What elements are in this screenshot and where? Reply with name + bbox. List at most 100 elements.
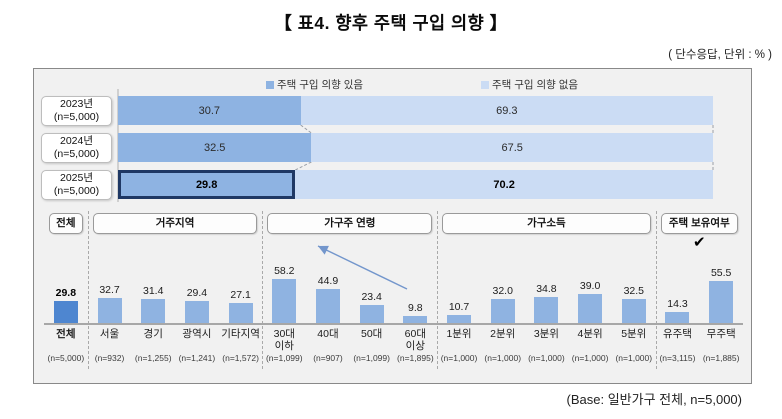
year-label-box: 2024년 (n=5,000) <box>41 133 112 163</box>
bar <box>578 294 603 323</box>
stacked-bars: 29.8 70.2 <box>118 170 713 199</box>
x-axis-line <box>44 323 743 325</box>
bar-column: 29.8 <box>44 261 88 323</box>
year-n-label: (n=5,000) <box>53 185 100 197</box>
bar-column: 14.3 <box>656 261 700 323</box>
segment-intend-yes: 32.5 <box>118 133 312 162</box>
bar-column: 9.8 <box>394 261 438 323</box>
bar <box>53 301 78 323</box>
bar <box>184 301 209 323</box>
stacked-row: 2024년 (n=5,000) 32.5 67.5 <box>34 133 751 163</box>
segment-intend-yes: 30.7 <box>118 96 301 125</box>
n-label: (n=1,000) <box>571 353 609 363</box>
bar-value: 27.1 <box>230 289 251 301</box>
label-column: 5분위 (n=1,000) <box>612 325 656 363</box>
segment-intend-no: 67.5 <box>311 133 713 162</box>
label-column: 유주택 (n=3,115) <box>656 325 700 363</box>
label-column: 전체 (n=5,000) <box>44 325 88 363</box>
bar <box>447 315 472 323</box>
year-label: 2024년 <box>59 135 94 147</box>
n-label: (n=1,885) <box>702 353 740 363</box>
bar <box>709 281 734 323</box>
n-label: (n=932) <box>94 353 125 363</box>
bar-column: 34.8 <box>525 261 569 323</box>
segment-intend-no: 69.3 <box>300 96 713 125</box>
n-label: (n=1,255) <box>134 353 172 363</box>
label-column: 서울 (n=932) <box>88 325 132 363</box>
year-label: 2023년 <box>59 98 94 110</box>
bar-column: 32.5 <box>612 261 656 323</box>
bar-value: 23.4 <box>361 291 382 303</box>
category-label: 2분위 <box>490 328 516 340</box>
bar-column: 27.1 <box>219 261 263 323</box>
n-label: (n=1,241) <box>178 353 216 363</box>
category-label: 3분위 <box>533 328 559 340</box>
bar-column: 55.5 <box>699 261 743 323</box>
n-label: (n=1,000) <box>528 353 565 363</box>
category-label: 60대 이상 <box>404 328 427 352</box>
year-label: 2025년 <box>59 172 94 184</box>
bar-value: 58.2 <box>274 265 295 277</box>
base-note: (Base: 일반가구 전체, n=5,000) <box>566 392 742 407</box>
bar-value: 9.8 <box>408 302 423 314</box>
bar <box>97 298 122 323</box>
legend-item: 주택 구입 의향 있음 <box>266 77 363 92</box>
bar-value: 29.4 <box>186 287 208 299</box>
label-column: 1분위 (n=1,000) <box>437 325 481 363</box>
label-column: 광역시 (n=1,241) <box>175 325 219 363</box>
bar-column: 29.4 <box>175 261 219 323</box>
legend-item: 주택 구입 의향 없음 <box>481 77 578 92</box>
group-header-4: 주택 보유여부 <box>660 213 738 234</box>
year-n-label: (n=5,000) <box>53 111 100 123</box>
segment-value: 70.2 <box>493 178 515 191</box>
stacked-row: 2025년 (n=5,000) 29.8 70.2 <box>34 170 751 200</box>
bar <box>315 289 340 323</box>
n-label: (n=1,099) <box>265 353 303 363</box>
category-label: 서울 <box>99 328 120 340</box>
label-column: 경기 (n=1,255) <box>131 325 175 363</box>
category-label: 기타지역 <box>221 328 260 340</box>
figure-title: 【 표4. 향후 주택 구입 의향 】 <box>274 13 508 33</box>
segment-value: 32.5 <box>203 141 226 154</box>
label-column: 30대 이하 (n=1,099) <box>262 325 306 363</box>
n-label: (n=1,000) <box>484 353 522 363</box>
n-label: (n=1,099) <box>353 353 390 363</box>
bar <box>141 299 166 323</box>
label-column: 60대 이상 (n=1,895) <box>394 325 438 363</box>
bar <box>228 303 253 323</box>
year-label-box: 2025년 (n=5,000) <box>41 170 112 200</box>
segment-value: 29.8 <box>195 178 218 191</box>
category-label: 30대 이하 <box>273 328 295 352</box>
category-label: 광역시 <box>182 328 212 340</box>
category-label: 무주택 <box>706 328 736 340</box>
bar-value: 34.8 <box>536 283 557 295</box>
bar <box>534 297 559 323</box>
bar-column: 32.7 <box>88 261 132 323</box>
bar-value: 29.8 <box>55 287 77 299</box>
group-header-3: 가구소득 <box>442 213 651 234</box>
bar-column: 32.0 <box>481 261 525 323</box>
label-column: 40대 (n=907) <box>306 325 350 363</box>
bar <box>490 299 515 323</box>
label-column: 무주택 (n=1,885) <box>699 325 743 363</box>
group-separator <box>655 211 657 369</box>
bar-value: 31.4 <box>143 285 164 297</box>
bar-column: 39.0 <box>568 261 612 323</box>
n-label: (n=3,115) <box>659 353 696 363</box>
bar-value: 39.0 <box>579 280 601 292</box>
category-bar-chart: 29.8 32.7 31.4 29.4 27.1 58.2 44.9 23.4 9.8 10.7 3… <box>44 261 743 363</box>
year-n-label: (n=5,000) <box>53 148 100 160</box>
n-label: (n=5,000) <box>47 353 85 363</box>
n-label: (n=907) <box>313 353 343 363</box>
bar-value: 32.7 <box>99 284 120 296</box>
group-header-2: 가구주 연령 <box>267 213 433 234</box>
bar-column: 23.4 <box>350 261 394 323</box>
group-header-1: 거주지역 <box>92 213 258 234</box>
category-label: 40대 <box>317 328 339 340</box>
bar-value: 44.9 <box>317 275 339 287</box>
bar <box>665 312 690 323</box>
bars-row: 29.8 32.7 31.4 29.4 27.1 58.2 44.9 23.4 9.8 10.7 3… <box>44 261 743 323</box>
checkmark-icon: ✔ <box>693 234 706 251</box>
bar-value: 32.0 <box>492 285 513 297</box>
bar-column: 58.2 <box>262 261 306 323</box>
